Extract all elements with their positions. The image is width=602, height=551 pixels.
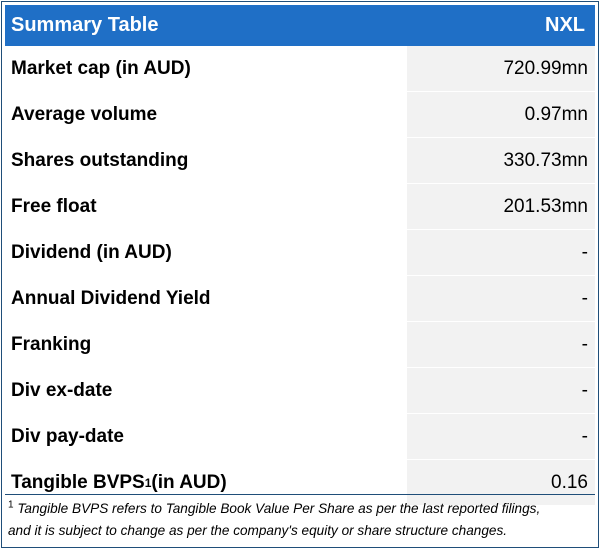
row-value: 0.16 (404, 460, 595, 505)
row-value: - (404, 230, 595, 275)
footnote-line-1: 1 Tangible BVPS refers to Tangible Book … (8, 498, 596, 520)
table-row-average-volume: Average volume 0.97mn (5, 92, 595, 138)
table-row-tangible-bvps: Tangible BVPS 1 (in AUD) 0.16 (5, 460, 595, 506)
row-label-suffix: (in AUD) (151, 471, 227, 493)
row-value: 0.97mn (404, 92, 595, 137)
row-value: 201.53mn (404, 184, 595, 229)
table-row-free-float: Free float 201.53mn (5, 184, 595, 230)
table-header: Summary Table NXL (5, 5, 595, 46)
footnote-text-1: Tangible BVPS refers to Tangible Book Va… (13, 501, 541, 516)
table-row-div-ex-date: Div ex-date - (5, 368, 595, 414)
row-label: Div ex-date (5, 368, 404, 413)
row-value: - (404, 276, 595, 321)
footnote: 1 Tangible BVPS refers to Tangible Book … (8, 498, 596, 542)
row-label: Average volume (5, 92, 404, 137)
row-label: Annual Dividend Yield (5, 276, 404, 321)
row-value: 330.73mn (404, 138, 595, 183)
table-row-div-pay-date: Div pay-date - (5, 414, 595, 460)
row-label: Shares outstanding (5, 138, 404, 183)
row-label: Franking (5, 322, 404, 367)
row-label: Market cap (in AUD) (5, 46, 404, 91)
summary-table: Market cap (in AUD) 720.99mn Average vol… (5, 46, 595, 506)
row-value: - (404, 368, 595, 413)
table-row-shares-outstanding: Shares outstanding 330.73mn (5, 138, 595, 184)
row-value: - (404, 414, 595, 459)
row-label: Tangible BVPS 1 (in AUD) (5, 460, 404, 505)
row-label: Dividend (in AUD) (5, 230, 404, 275)
row-label-prefix: Tangible BVPS (11, 471, 145, 493)
row-value: 720.99mn (404, 46, 595, 91)
table-title: Summary Table (11, 14, 159, 36)
footnote-divider (5, 494, 595, 495)
table-row-annual-dividend-yield: Annual Dividend Yield - (5, 276, 595, 322)
row-value: - (404, 322, 595, 367)
table-row-dividend: Dividend (in AUD) - (5, 230, 595, 276)
row-label: Div pay-date (5, 414, 404, 459)
ticker-label: NXL (545, 14, 585, 36)
table-row-franking: Franking - (5, 322, 595, 368)
table-row-market-cap: Market cap (in AUD) 720.99mn (5, 46, 595, 92)
footnote-marker: 1 (8, 499, 14, 511)
footnote-line-2: and it is subject to change as per the c… (8, 523, 508, 538)
row-label: Free float (5, 184, 404, 229)
